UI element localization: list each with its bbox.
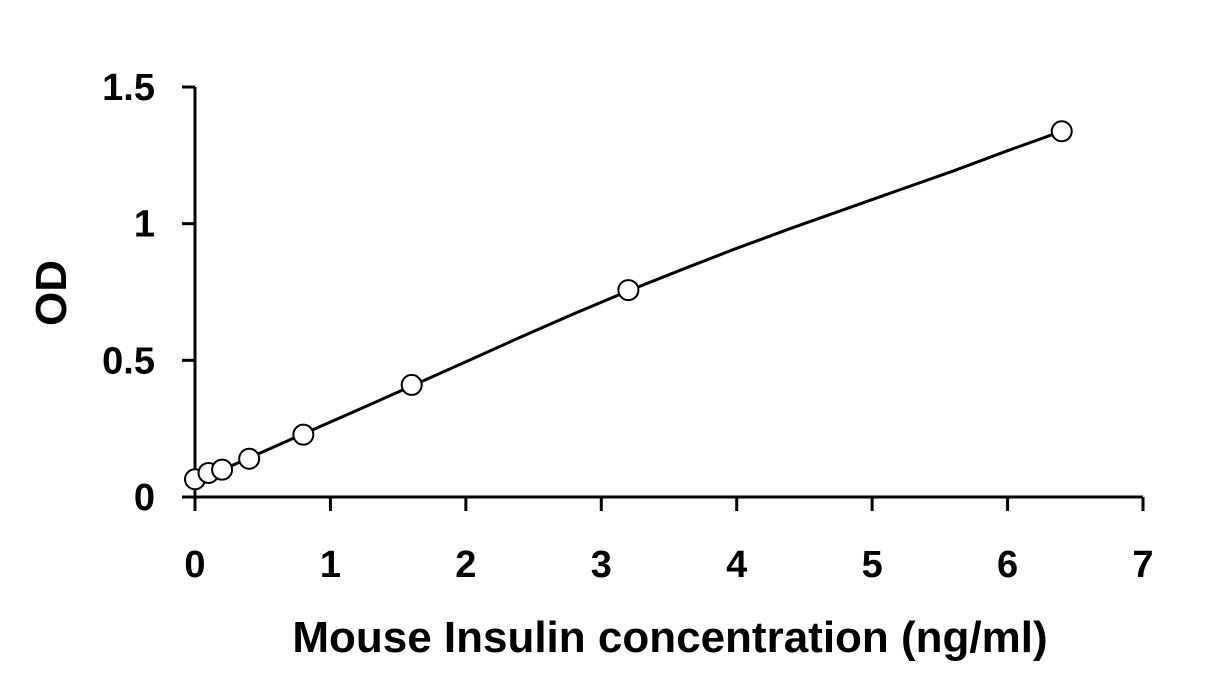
data-point [211, 458, 234, 481]
data-point [1050, 120, 1073, 143]
axes: 0 0.5 1 1.5 0 1 2 3 4 5 6 7 [102, 67, 1153, 586]
x-tick-label: 2 [455, 544, 476, 586]
trendline-layer [194, 129, 1063, 484]
x-tick-label: 4 [726, 544, 747, 586]
x-tick-label: 1 [320, 544, 341, 586]
x-tick-label: 3 [591, 544, 612, 586]
y-tick-label: 1 [134, 204, 155, 246]
y-tick-label: 0.5 [102, 340, 155, 382]
x-axis-title: Mouse Insulin concentration (ng/ml) [292, 613, 1047, 662]
x-tick-label: 7 [1132, 544, 1153, 586]
data-point [400, 373, 423, 396]
data-point [617, 279, 640, 302]
x-tick-label: 0 [184, 544, 205, 586]
trendline [194, 129, 1063, 484]
y-tick-label: 0 [134, 477, 155, 519]
y-axis-title: OD [27, 260, 76, 326]
x-tick-label: 6 [997, 544, 1018, 586]
y-tick-label: 1.5 [102, 67, 155, 109]
x-tick-label: 5 [862, 544, 883, 586]
data-points [184, 120, 1073, 491]
data-point [292, 423, 315, 446]
data-point [238, 447, 261, 470]
